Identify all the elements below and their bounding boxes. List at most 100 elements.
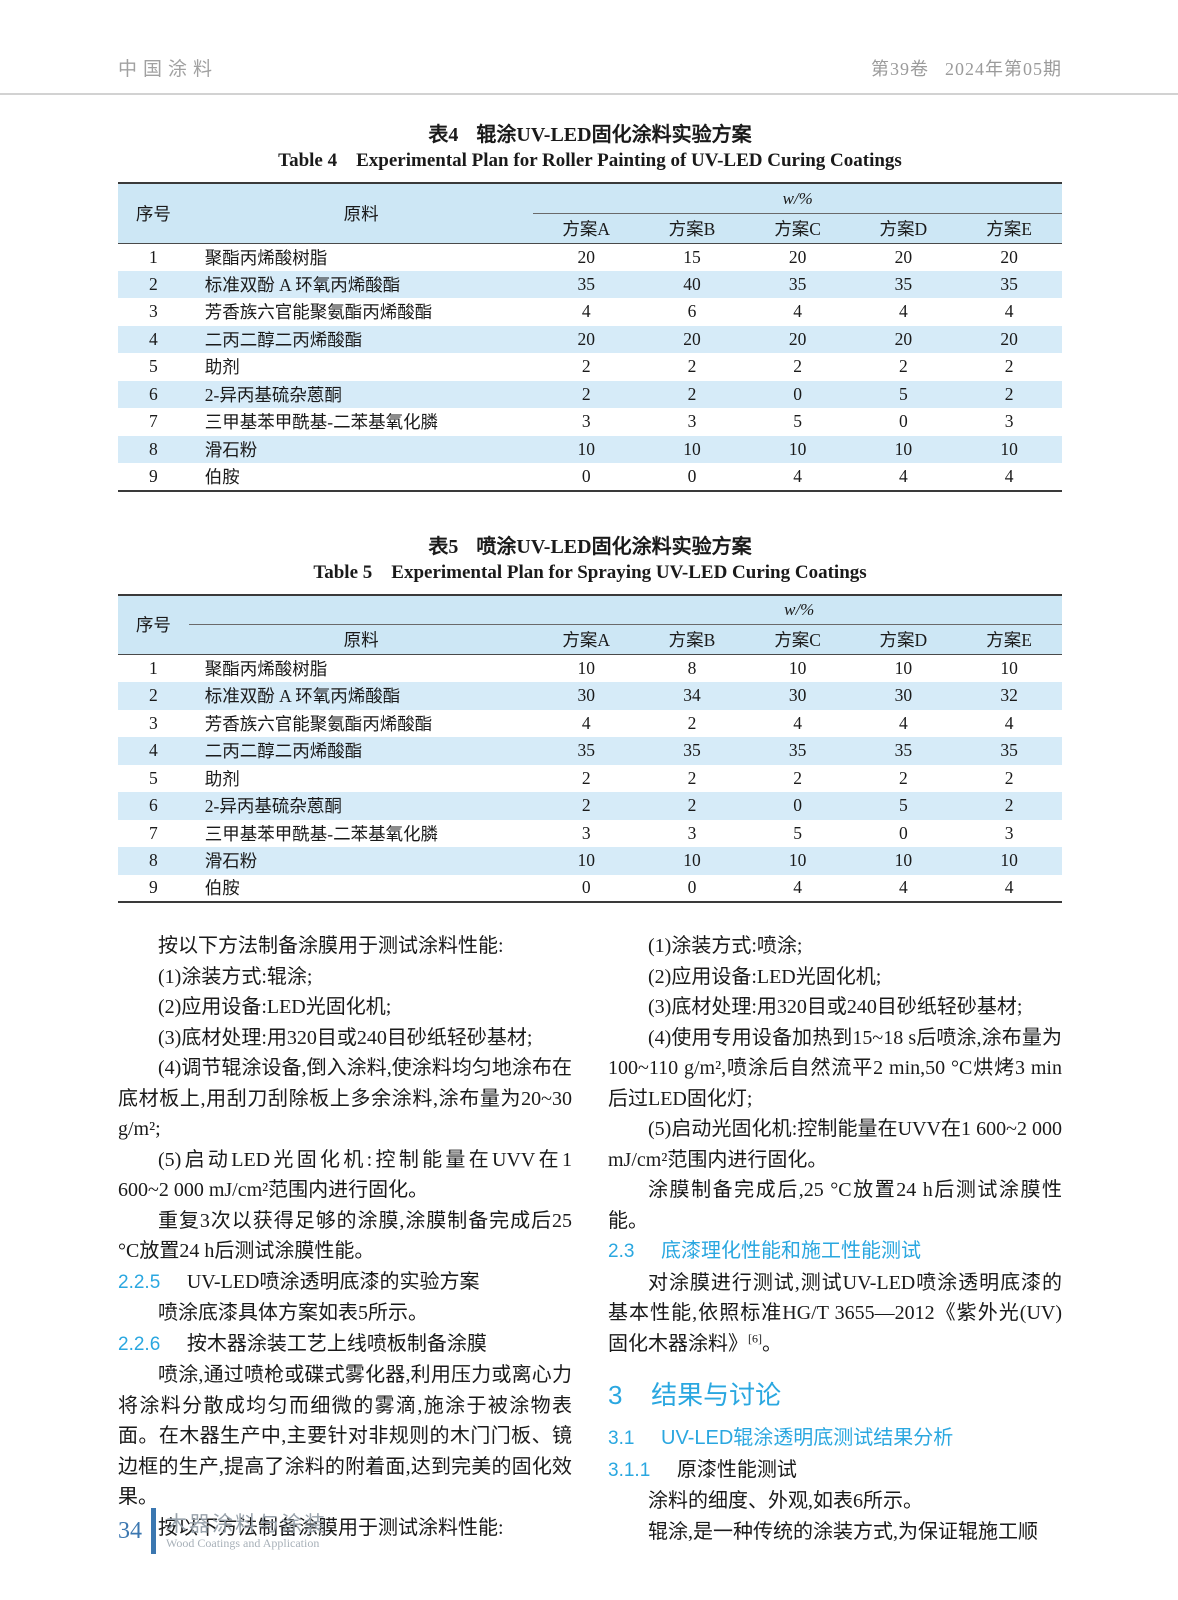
material-name: 滑石粉 — [204, 851, 258, 872]
section-title: UV-LED辊涂透明底测试结果分析 — [661, 1427, 954, 1449]
value-scheme-a: 10 — [577, 850, 595, 871]
material-name: 2-异丙基硫杂蒽酮 — [204, 796, 342, 817]
table-row: 5 助剂 2 2 2 2 2 — [118, 353, 1062, 381]
footer-divider-bar — [151, 1508, 156, 1554]
value-scheme-d: 2 — [899, 356, 908, 377]
value-scheme-e: 2 — [1004, 383, 1014, 404]
unit-label: w/% — [782, 188, 813, 208]
table5-caption-zh-text: 喷涂UV-LED固化涂料实验方案 — [476, 535, 752, 558]
value-scheme-b: 3 — [687, 822, 697, 843]
col-header-unit: w/% — [188, 594, 1062, 625]
table4-body: 1 聚酯丙烯酸树脂 20 15 20 20 20 2 标准双酚 A 环氧丙烯酸酯… — [118, 243, 1062, 491]
material-name: 二丙二醇二丙烯酸酯 — [204, 329, 363, 350]
value-scheme-c: 4 — [793, 712, 803, 733]
table-row: 7 三甲基苯甲酰基-二苯基氧化膦 3 3 5 0 3 — [118, 408, 1062, 436]
material-name: 助剂 — [204, 357, 240, 378]
table-row: 7 三甲基苯甲酰基-二苯基氧化膦 3 3 5 0 3 — [118, 820, 1062, 848]
page-header: 中国涂料 第39卷 2024年第05期 — [118, 54, 1062, 81]
section-number: 3.1.1 — [608, 1459, 651, 1481]
value-scheme-c: 5 — [793, 822, 803, 843]
page-content: 表4 辊涂UV-LED固化涂料实验方案 Table 4 Experimental P… — [118, 118, 1062, 1547]
section-title: 原漆性能测试 — [676, 1458, 797, 1481]
table4-caption-zh: 表4 辊涂UV-LED固化涂料实验方案 — [118, 118, 1062, 147]
value-scheme-b: 0 — [687, 465, 697, 486]
value-scheme-c: 4 — [793, 465, 803, 486]
value-scheme-a: 20 — [577, 328, 595, 349]
value-scheme-a: 0 — [581, 877, 591, 898]
value-scheme-e: 4 — [1004, 301, 1014, 322]
value-scheme-a: 2 — [581, 383, 591, 404]
list-item-3: (3)底材处理:用320目或240目砂纸轻砂基材; — [158, 1026, 533, 1049]
footer-journal-cn: 木器涂料与涂装 — [166, 1511, 327, 1536]
value-scheme-d: 20 — [894, 246, 913, 267]
value-scheme-e: 10 — [1000, 658, 1018, 678]
value-scheme-b: 40 — [683, 273, 701, 294]
list-item-3: (3)底材处理:用320目或240目砂纸轻砂基材; — [648, 996, 1023, 1018]
list-item-5: (5)启动LED光固化机:控制能量在UVV在1 600~2 000 mJ/cm²… — [118, 1148, 572, 1202]
paragraph-with-reference: 对涂膜进行测试,测试UV-LED喷涂透明底漆的基本性能,依照标准HG/T 365… — [608, 1268, 1062, 1360]
col-header-scheme-d: 方案D — [850, 213, 957, 244]
right-column: (1)涂装方式:喷涂; (2)应用设备:LED光固化机; (3)底材处理:用32… — [608, 931, 1062, 1547]
value-scheme-e: 4 — [1004, 712, 1014, 733]
issue-label: 2024年第05期 — [945, 59, 1062, 79]
value-scheme-e: 2 — [1004, 767, 1014, 788]
value-scheme-e: 20 — [1000, 328, 1018, 349]
table-row: 5 助剂 2 2 2 2 2 — [118, 765, 1062, 793]
material-name: 标准双酚 A 环氧丙烯酸酯 — [204, 274, 401, 295]
col-header-material: 原料 — [188, 183, 534, 244]
value-scheme-c: 20 — [788, 246, 807, 267]
value-scheme-a: 10 — [577, 438, 595, 459]
row-index: 1 — [149, 246, 158, 267]
table4-caption-en: Table 4 Experimental Plan for Roller Pain… — [118, 150, 1062, 172]
material-name: 滑石粉 — [204, 439, 258, 460]
section-title: 结果与讨论 — [651, 1380, 782, 1410]
table-row: 2 标准双酚 A 环氧丙烯酸酯 35 40 35 35 35 — [118, 270, 1062, 298]
table-row: 1 聚酯丙烯酸树脂 10 8 10 10 10 — [118, 655, 1062, 683]
value-scheme-d: 10 — [894, 850, 913, 871]
paragraph: 按以下方法制备涂膜用于测试涂料性能: — [158, 935, 504, 957]
value-scheme-a: 20 — [577, 246, 595, 267]
section-number: 2.2.6 — [118, 1333, 161, 1355]
footer-journal-names: 木器涂料与涂装 Wood Coatings and Application — [166, 1512, 327, 1551]
table5-caption-zh: 表5 喷涂UV-LED固化涂料实验方案 — [118, 530, 1062, 559]
value-scheme-a: 35 — [577, 273, 595, 294]
row-index: 3 — [149, 301, 158, 322]
value-scheme-d: 10 — [894, 658, 913, 678]
col-header-scheme-e: 方案E — [956, 624, 1062, 655]
section-heading-3-1: 3.1 UV-LED辊涂透明底测试结果分析 — [608, 1423, 1062, 1455]
value-scheme-e: 4 — [1004, 465, 1014, 486]
col-header-scheme-e: 方案E — [956, 213, 1062, 244]
table4-section: 表4 辊涂UV-LED固化涂料实验方案 Table 4 Experimental P… — [118, 118, 1062, 492]
material-name: 芳香族六官能聚氨酯丙烯酸酯 — [204, 302, 433, 323]
list-item-4: (4)调节辊涂设备,倒入涂料,使涂料均匀地涂布在底材板上,用刮刀刮除板上多余涂料… — [118, 1057, 572, 1140]
col-header-scheme-d: 方案D — [850, 624, 957, 655]
section-heading-3: 3 结果与讨论 — [608, 1379, 1062, 1411]
value-scheme-d: 4 — [899, 301, 908, 322]
table5-body: 1 聚酯丙烯酸树脂 10 8 10 10 10 2 标准双酚 A 环氧丙烯酸酯 … — [118, 655, 1062, 903]
value-scheme-d: 5 — [899, 383, 908, 404]
table-row: 4 二丙二醇二丙烯酸酯 20 20 20 20 20 — [118, 325, 1062, 353]
table-row: 2 标准双酚 A 环氧丙烯酸酯 30 34 30 30 32 — [118, 682, 1062, 710]
table5-header: 序号 w/% 原料 方案A 方案B 方案C 方案D 方案E — [118, 594, 1062, 655]
value-scheme-c: 30 — [788, 685, 807, 706]
page-footer: 34 木器涂料与涂装 Wood Coatings and Application — [118, 1508, 327, 1554]
value-scheme-c: 4 — [793, 301, 803, 322]
paragraph: 喷涂,通过喷枪或碟式雾化器,利用压力或离心力将涂料分散成均匀而细微的雾滴,施涂于… — [118, 1364, 572, 1508]
value-scheme-c: 10 — [788, 850, 807, 871]
col-header-scheme-b: 方案B — [639, 624, 745, 655]
value-scheme-d: 4 — [899, 465, 908, 486]
value-scheme-b: 0 — [687, 877, 697, 898]
list-item-4: (4)使用专用设备加热到15~18 s后喷涂,涂布量为100~110 g/m²,… — [608, 1026, 1062, 1110]
value-scheme-d: 35 — [894, 273, 913, 294]
value-scheme-b: 2 — [687, 356, 697, 377]
section-number: 3.1 — [608, 1428, 635, 1449]
paragraph: 涂料的细度、外观,如表6所示。 — [648, 1490, 923, 1512]
value-scheme-c: 20 — [788, 328, 807, 349]
col-header-scheme-c: 方案C — [744, 213, 851, 244]
table5-caption-zh-label: 表5 — [428, 535, 459, 558]
value-scheme-e: 32 — [1000, 685, 1018, 706]
value-scheme-d: 4 — [899, 712, 908, 733]
row-index: 9 — [149, 465, 158, 486]
left-column: 按以下方法制备涂膜用于测试涂料性能: (1)涂装方式:辊涂; (2)应用设备:L… — [118, 931, 572, 1547]
paragraph: 辊涂,是一种传统的涂装方式,为保证辊施工顺 — [648, 1520, 1038, 1543]
